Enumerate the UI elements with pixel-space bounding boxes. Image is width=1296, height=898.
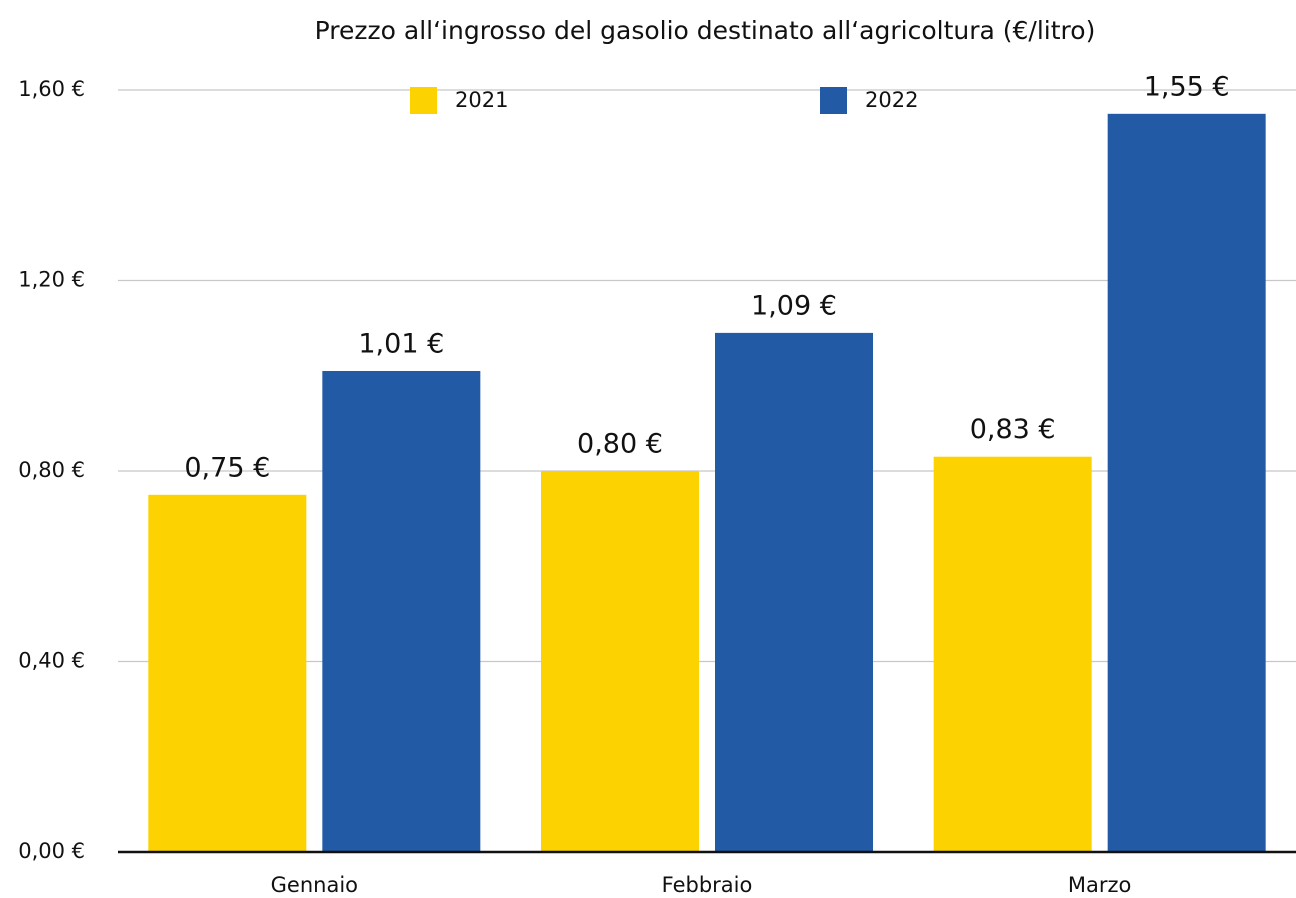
data-label: 1,09 € — [751, 290, 837, 321]
legend-swatch — [820, 87, 847, 114]
data-label: 0,80 € — [577, 429, 663, 460]
x-tick-label: Marzo — [1068, 873, 1132, 897]
bar — [148, 494, 307, 852]
y-tick-label: 0,40 € — [18, 649, 85, 673]
data-label: 0,75 € — [184, 452, 270, 483]
bar — [541, 471, 699, 852]
bar — [715, 332, 873, 852]
y-tick-label: 0,00 € — [18, 839, 85, 863]
legend-swatch — [410, 87, 437, 114]
legend-label: 2021 — [455, 88, 508, 112]
data-label: 0,83 € — [970, 414, 1056, 445]
bar — [933, 456, 1092, 852]
legend-label: 2022 — [865, 88, 918, 112]
x-tick-label: Febbraio — [662, 873, 753, 897]
x-tick-label: Gennaio — [271, 873, 358, 897]
data-label: 1,01 € — [358, 328, 444, 359]
data-label: 1,55 € — [1144, 71, 1230, 102]
y-tick-label: 1,20 € — [18, 268, 85, 292]
bar — [322, 370, 481, 852]
bar — [1107, 113, 1266, 852]
y-tick-label: 1,60 € — [18, 77, 85, 101]
y-tick-label: 0,80 € — [18, 458, 85, 482]
chart-title: Prezzo all‘ingrosso del gasolio destinat… — [315, 16, 1096, 45]
